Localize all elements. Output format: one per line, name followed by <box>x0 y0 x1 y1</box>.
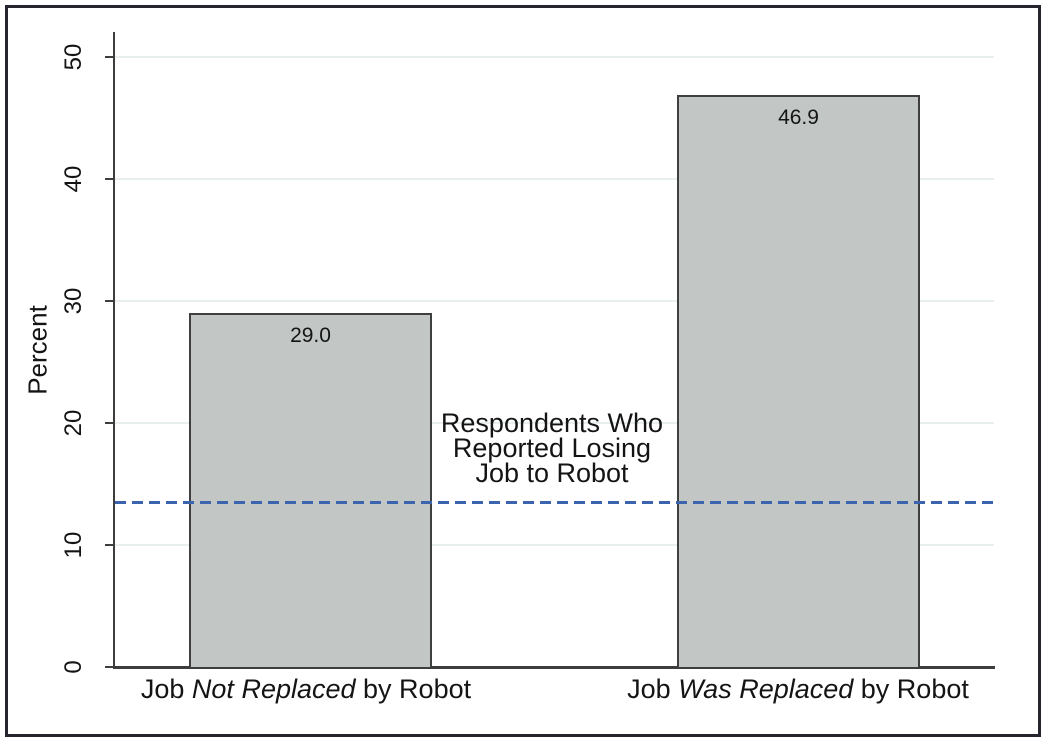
y-tick-mark <box>105 300 114 302</box>
figure-border <box>5 5 1041 737</box>
gridline <box>115 178 994 180</box>
y-tick-label: 40 <box>60 165 87 193</box>
y-tick-mark <box>105 544 114 546</box>
label-text-italic: Was Replaced <box>678 674 854 704</box>
label-text: Job <box>140 674 192 704</box>
y-tick-mark <box>105 56 114 58</box>
label-text: Job <box>627 674 679 704</box>
y-tick-label: 30 <box>60 287 87 315</box>
annotation-line: Job to Robot <box>475 458 629 488</box>
gridline <box>115 300 994 302</box>
y-tick-label: 10 <box>60 531 87 559</box>
label-text: by Robot <box>853 674 969 704</box>
bar-job-was-replaced: 46.9 <box>677 94 920 667</box>
y-tick-mark <box>105 178 114 180</box>
y-tick-label: 0 <box>60 660 87 674</box>
y-tick-label: 50 <box>60 43 87 71</box>
y-tick-label: 20 <box>60 409 87 437</box>
label-text: by Robot <box>355 674 472 704</box>
gridline <box>115 56 994 58</box>
y-axis-title: Percent <box>22 305 53 395</box>
y-axis-line <box>113 32 115 669</box>
label-text-italic: Not Replaced <box>191 674 356 704</box>
reference-dashed-line <box>115 500 994 504</box>
bar-job-not-replaced: 29.0 <box>189 313 432 667</box>
bar-value-label: 29.0 <box>290 324 331 348</box>
annotation-line: Respondents Who <box>440 408 664 438</box>
x-category-label-not-replaced: Job Not Replaced by Robot <box>106 674 506 705</box>
y-tick-mark <box>105 422 114 424</box>
gridline <box>115 544 994 546</box>
y-tick-mark <box>105 666 114 668</box>
gridline <box>115 422 994 424</box>
x-axis-line <box>113 666 995 669</box>
bar-value-label: 46.9 <box>778 105 819 129</box>
annotation-line: Reported Losing <box>452 433 652 463</box>
x-category-label-was-replaced: Job Was Replaced by Robot <box>598 674 998 705</box>
reference-line-annotation: Respondents Who Reported Losing Job to R… <box>392 408 712 488</box>
